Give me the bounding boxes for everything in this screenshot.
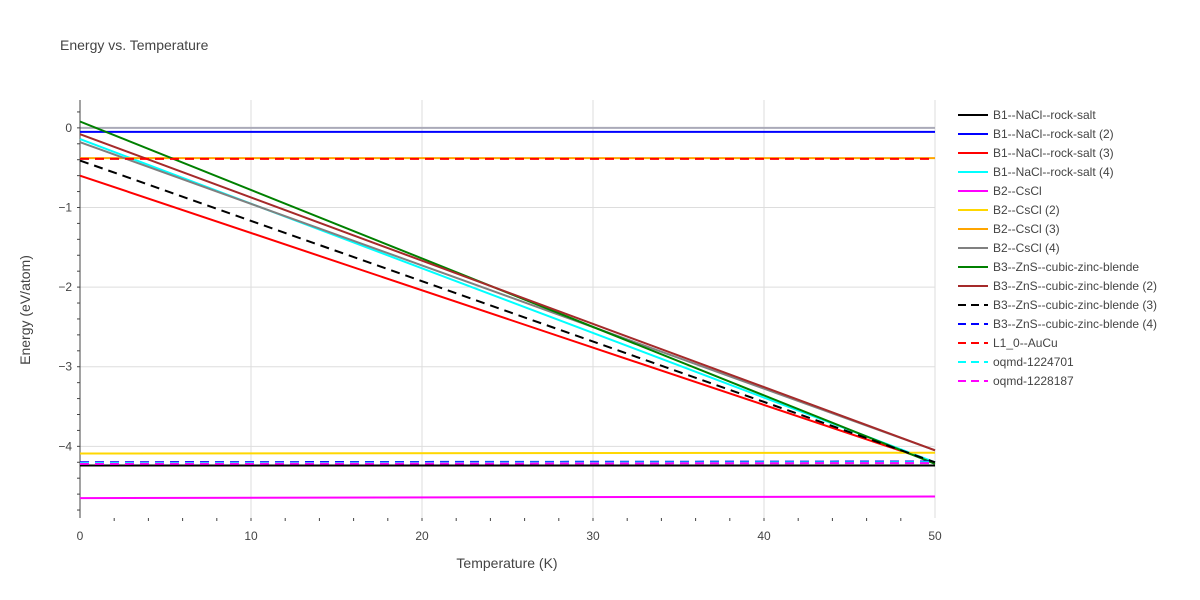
x-axis-ticks: 0 10 20 30 40 50	[77, 529, 942, 543]
x-axis-label: Temperature (K)	[456, 555, 557, 571]
y-tick-label: −3	[58, 360, 72, 374]
legend-label: B1--NaCl--rock-salt (2)	[993, 127, 1114, 141]
plot-lines	[79, 120, 936, 500]
legend-label: B1--NaCl--rock-salt (4)	[993, 165, 1114, 179]
legend-label: B1--NaCl--rock-salt (3)	[993, 146, 1114, 160]
series-line-6	[79, 451, 936, 455]
y-tick-label: 0	[65, 121, 72, 135]
x-tick-label: 30	[586, 529, 600, 543]
chart-title: Energy vs. Temperature	[60, 37, 209, 53]
x-tick-label: 10	[244, 529, 258, 543]
minor-ticks	[77, 111, 902, 521]
y-tick-label: −2	[58, 280, 72, 294]
legend-label: B2--CsCl (3)	[993, 222, 1060, 236]
legend: B1--NaCl--rock-salt B1--NaCl--rock-salt (…	[958, 108, 1157, 388]
zero-line	[79, 100, 935, 518]
series-line-3	[79, 174, 936, 464]
legend-label: oqmd-1228187	[993, 374, 1074, 388]
x-tick-label: 50	[928, 529, 942, 543]
legend-label: B3--ZnS--cubic-zinc-blende (4)	[993, 317, 1157, 331]
legend-label: B3--ZnS--cubic-zinc-blende	[993, 260, 1139, 274]
legend-label: B1--NaCl--rock-salt	[993, 108, 1096, 122]
x-tick-label: 20	[415, 529, 429, 543]
series-line-5	[79, 495, 936, 500]
legend-label: L1_0--AuCu	[993, 336, 1058, 350]
legend-label: B3--ZnS--cubic-zinc-blende (2)	[993, 279, 1157, 293]
x-tick-label: 0	[77, 529, 84, 543]
y-tick-label: −4	[58, 439, 72, 453]
series-line-10	[79, 133, 936, 452]
series-line-15	[79, 462, 936, 465]
legend-label: B3--ZnS--cubic-zinc-blende (3)	[993, 298, 1157, 312]
legend-label: B2--CsCl	[993, 184, 1042, 198]
x-tick-label: 40	[757, 529, 771, 543]
series-line-11	[79, 159, 936, 464]
series-line-8	[79, 141, 936, 452]
y-axis-ticks: 0 −1 −2 −3 −4	[58, 121, 72, 453]
y-tick-label: −1	[58, 200, 72, 214]
grid	[80, 100, 936, 518]
legend-label: B2--CsCl (4)	[993, 241, 1060, 255]
legend-label: oqmd-1224701	[993, 355, 1074, 369]
legend-label: B2--CsCl (2)	[993, 203, 1060, 217]
y-axis-label: Energy (eV/atom)	[17, 255, 33, 365]
